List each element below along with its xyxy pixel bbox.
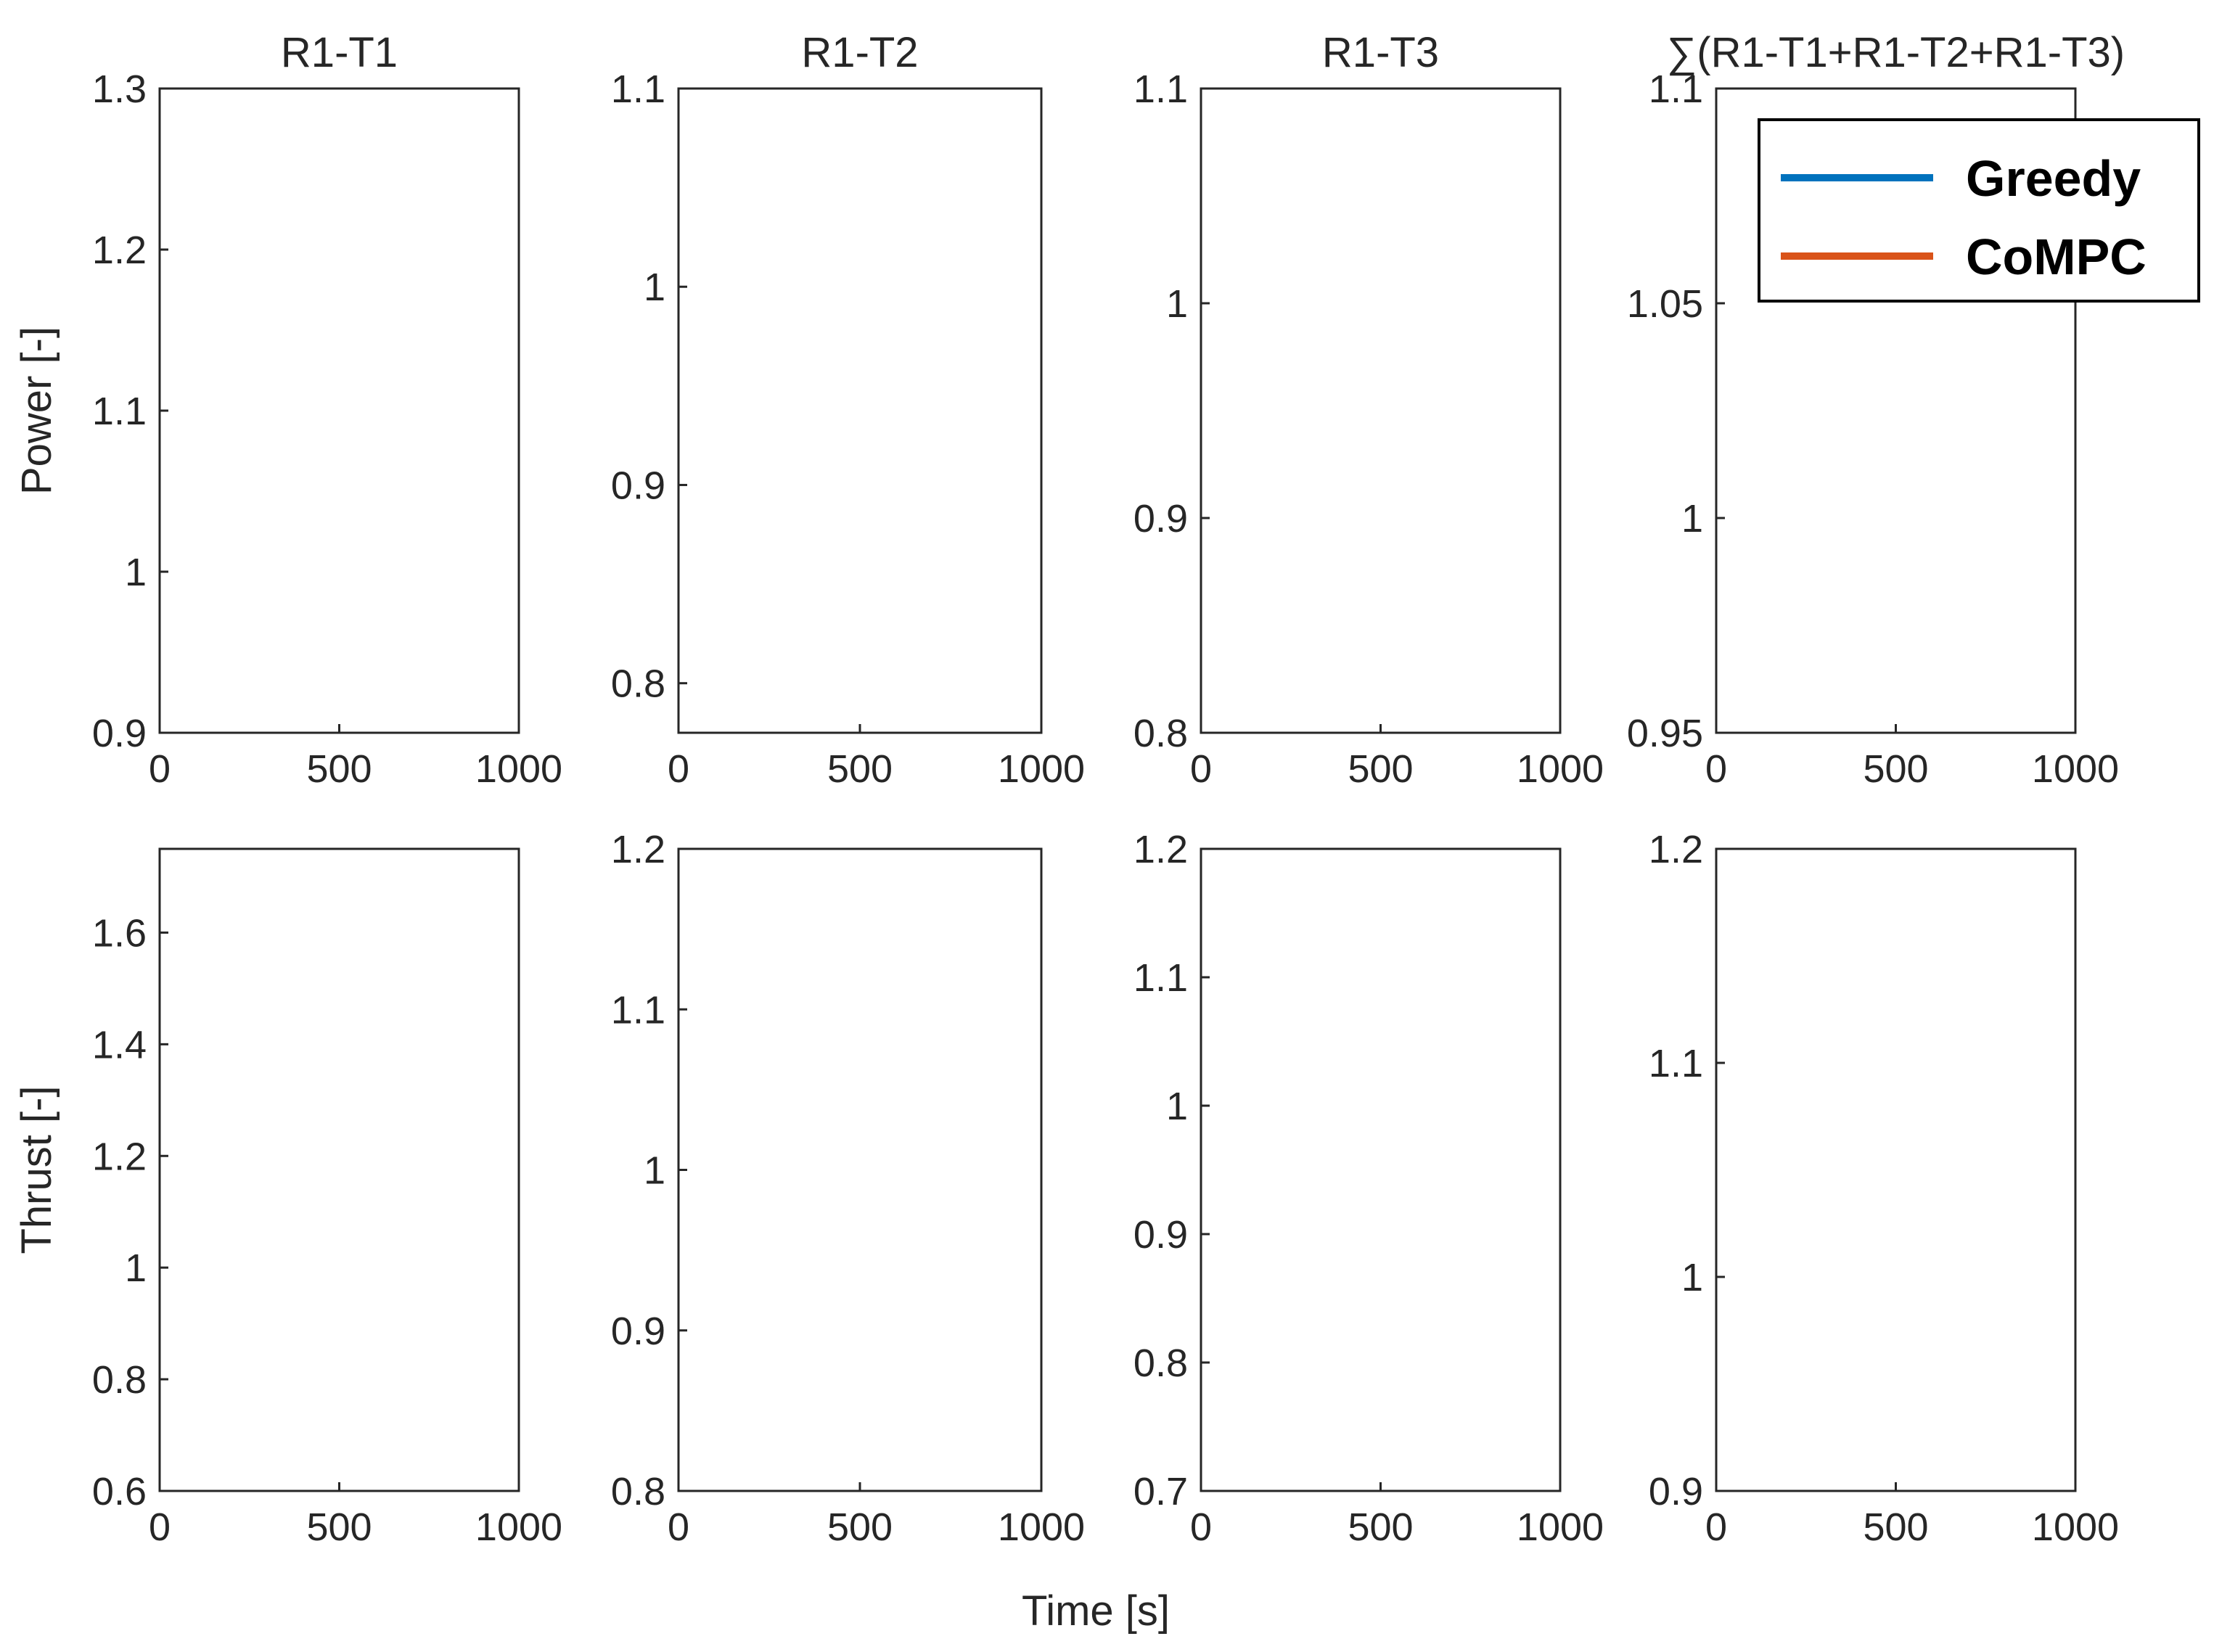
y-tick-label: 1 [1166,282,1188,326]
x-tick-label: 500 [827,1505,893,1549]
x-tick-label: 0 [668,747,689,791]
x-tick-label: 0 [149,747,171,791]
panel-title: R1-T2 [801,29,918,76]
y-tick-label: 0.9 [1133,497,1188,541]
y-tick-label: 1.1 [1649,67,1703,111]
y-tick-label: 0.8 [1133,712,1188,755]
y-tick-label: 1.2 [1133,828,1188,871]
x-tick-label: 500 [827,747,893,791]
axes-box [677,847,1043,1492]
y-tick-label: 1.05 [1627,282,1703,326]
y-tick-label: 1.2 [1649,828,1703,871]
y-tick-label: 0.95 [1627,712,1703,755]
y-tick-label: 1 [125,1246,147,1290]
y-tick-label: 0.9 [611,464,665,507]
y-axis-label: Power [-] [13,326,60,495]
y-tick-label: 0.9 [92,712,147,755]
y-tick-label: 1.6 [92,911,147,955]
panel-title: R1-T3 [1322,29,1439,76]
panel-title: R1-T1 [281,29,398,76]
y-tick-label: 1 [125,551,147,594]
x-tick-label: 1000 [475,747,562,791]
y-tick-label: 0.8 [611,662,665,706]
x-tick-label: 0 [1705,747,1727,791]
y-tick-label: 1.1 [92,390,147,433]
axes-box [1200,847,1562,1492]
x-tick-label: 0 [1705,1505,1727,1549]
axes-box [158,847,520,1492]
y-axis-label: Thrust [-] [13,1085,60,1254]
legend-label: Greedy [1966,150,2141,207]
x-tick-label: 500 [1863,747,1928,791]
x-tick-label: 0 [668,1505,689,1549]
y-tick-label: 1.1 [1133,956,1188,1000]
y-tick-label: 1 [1681,1256,1703,1299]
x-tick-label: 1000 [1517,747,1604,791]
axes-box [158,87,520,734]
y-tick-label: 1.1 [1649,1042,1703,1085]
panel-thrust-r1-t2: 0 500 1000 0.8 0.9 1 1.1 1.2 [611,828,1085,1549]
x-tick-label: 500 [306,747,372,791]
y-tick-label: 0.6 [92,1470,147,1513]
y-tick-label: 1.2 [92,229,147,272]
axes-box [677,87,1043,734]
y-tick-label: 0.9 [1133,1213,1188,1257]
y-tick-label: 1.4 [92,1023,147,1067]
x-tick-label: 0 [1190,1505,1212,1549]
y-tick-label: 0.9 [611,1310,665,1353]
x-tick-label: 500 [306,1505,372,1549]
panel-thrust-r1-t3: 0 500 1000 0.7 0.8 0.9 1 1.1 1.2 [1133,828,1604,1549]
y-tick-label: 1.3 [92,67,147,111]
x-tick-label: 1000 [1517,1505,1604,1549]
y-tick-label: 1 [644,1149,665,1193]
x-tick-label: 0 [1190,747,1212,791]
legend-label: CoMPC [1966,229,2147,285]
y-tick-label: 0.8 [92,1358,147,1402]
y-tick-label: 1 [1681,497,1703,541]
x-tick-label: 1000 [998,1505,1085,1549]
panel-power-r1-t3: 0 500 1000 0.8 0.9 1 1.1 R1-T3 [1133,29,1604,791]
x-tick-label: 1000 [998,747,1085,791]
x-tick-label: 0 [149,1505,171,1549]
y-tick-label: 1.2 [92,1135,147,1178]
y-tick-label: 1.1 [1133,67,1188,111]
figure-xlabel: Time [s] [1022,1587,1170,1635]
y-tick-label: 0.7 [1133,1470,1188,1513]
panel-thrust-r1-t1: 0 500 1000 0.6 0.8 1 1.2 1.4 1.6 Thrust [-] [13,847,562,1549]
y-tick-label: 0.8 [611,1470,665,1513]
axes-box [1200,87,1562,734]
y-tick-label: 1 [1166,1085,1188,1128]
y-tick-label: 1 [644,266,665,309]
axes-box [1715,847,2077,1492]
panel-title: ∑(R1-T1+R1-T2+R1-T3) [1667,29,2125,76]
y-tick-label: 0.8 [1133,1341,1188,1385]
panel-power-r1-t1: 0 500 1000 0.9 1 1.1 1.2 1.3 R1-T1 Power [-] [13,29,562,791]
panel-thrust-sum: 0 500 1000 0.9 1 1.1 1.2 [1649,828,2119,1549]
x-tick-label: 500 [1348,1505,1413,1549]
panel-power-r1-t2: 0 500 1000 0.8 0.9 1 1.1 R1-T2 [611,29,1085,791]
y-tick-label: 0.9 [1649,1470,1703,1513]
y-tick-label: 1.1 [611,67,665,111]
legend: Greedy CoMPC [1758,118,2200,303]
x-tick-label: 500 [1348,747,1413,791]
y-tick-label: 1.1 [611,988,665,1032]
y-tick-label: 1.2 [611,828,665,871]
x-tick-label: 500 [1863,1505,1928,1549]
x-tick-label: 1000 [2032,747,2119,791]
legend-box [1758,118,2200,303]
x-tick-label: 1000 [475,1505,562,1549]
x-tick-label: 1000 [2032,1505,2119,1549]
